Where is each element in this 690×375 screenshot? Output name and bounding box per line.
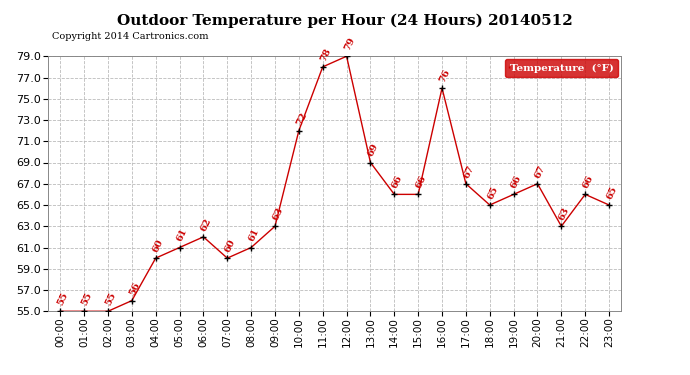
Text: 65: 65	[605, 185, 619, 201]
Text: 76: 76	[438, 68, 452, 84]
Text: 69: 69	[366, 142, 380, 158]
Text: 66: 66	[390, 174, 404, 190]
Text: 67: 67	[533, 164, 547, 180]
Text: 55: 55	[104, 291, 118, 307]
Text: 66: 66	[414, 174, 428, 190]
Text: 56: 56	[128, 280, 141, 297]
Legend: Temperature  (°F): Temperature (°F)	[504, 59, 618, 77]
Text: 67: 67	[462, 164, 475, 180]
Text: 55: 55	[56, 291, 70, 307]
Text: 61: 61	[175, 227, 189, 243]
Text: 66: 66	[581, 174, 595, 190]
Text: 72: 72	[295, 110, 308, 126]
Text: 63: 63	[558, 206, 571, 222]
Text: Copyright 2014 Cartronics.com: Copyright 2014 Cartronics.com	[52, 32, 208, 41]
Text: 60: 60	[152, 238, 166, 254]
Text: 60: 60	[223, 238, 237, 254]
Text: Outdoor Temperature per Hour (24 Hours) 20140512: Outdoor Temperature per Hour (24 Hours) …	[117, 13, 573, 27]
Text: 61: 61	[247, 227, 261, 243]
Text: 63: 63	[271, 206, 285, 222]
Text: 79: 79	[342, 36, 356, 52]
Text: 65: 65	[486, 185, 500, 201]
Text: 66: 66	[509, 174, 523, 190]
Text: 55: 55	[80, 291, 94, 307]
Text: 78: 78	[319, 46, 333, 63]
Text: 62: 62	[199, 217, 213, 233]
